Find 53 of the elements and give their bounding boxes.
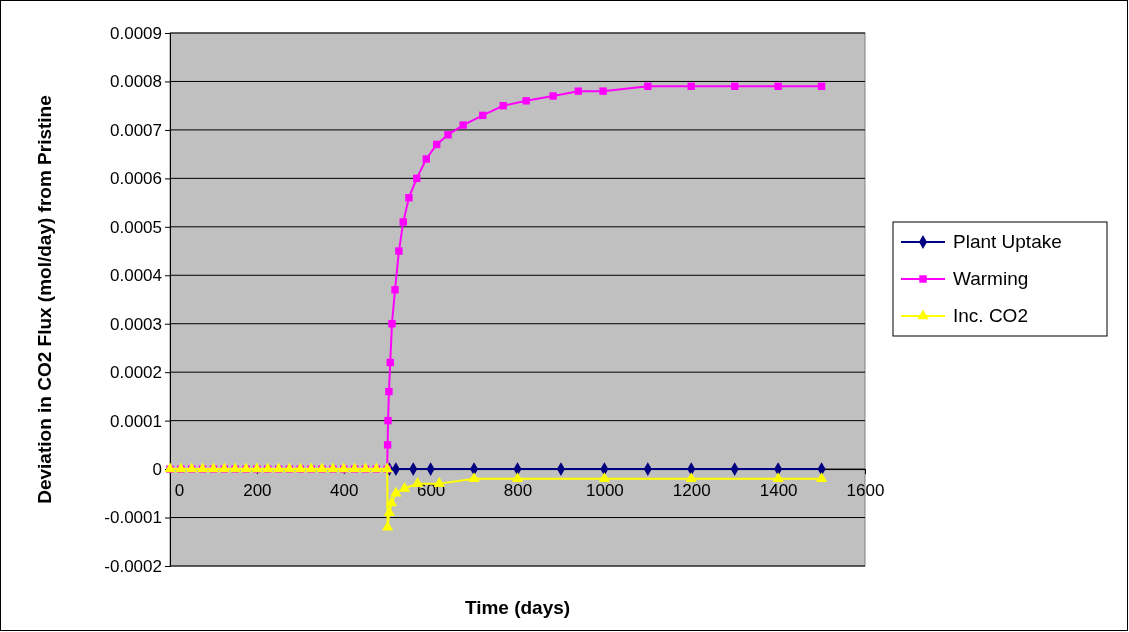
point xyxy=(385,387,393,396)
x-tick-label: 0 xyxy=(174,480,185,500)
point xyxy=(405,194,413,202)
point xyxy=(644,82,652,91)
x-tick-label: 1000 xyxy=(585,480,624,500)
point xyxy=(384,416,392,425)
y-axis-title: Deviation in CO2 Flux (mol/day) from Pristine xyxy=(34,95,55,504)
point xyxy=(422,155,430,163)
y-tick-label: 0.0008 xyxy=(110,72,162,92)
y-tick-label: 0.0006 xyxy=(110,169,162,189)
x-tick-label: 800 xyxy=(503,480,533,500)
point xyxy=(511,472,524,483)
y-tick-label: 0.0009 xyxy=(110,23,162,43)
point xyxy=(599,87,607,95)
x-tick-label: 1600 xyxy=(846,480,885,500)
x-tick-label: 1400 xyxy=(759,480,798,500)
y-tick-label: 0.0004 xyxy=(110,266,162,286)
y-tick-label: 0.0005 xyxy=(110,217,162,237)
point xyxy=(399,218,407,226)
point xyxy=(574,87,583,95)
point xyxy=(395,247,403,255)
point xyxy=(444,131,452,139)
y-tick-label: -0.0002 xyxy=(104,556,162,576)
y-tick-label: 0 xyxy=(152,460,162,480)
point xyxy=(468,472,480,483)
point xyxy=(522,97,530,105)
point xyxy=(388,320,396,328)
y-tick-label: 0.0003 xyxy=(110,314,162,334)
point xyxy=(385,496,398,507)
y-tick-label: 0.0001 xyxy=(110,411,162,431)
x-tick-label: 200 xyxy=(243,480,272,500)
y-tick-label: 0.0007 xyxy=(110,120,162,140)
x-tick-label: 400 xyxy=(330,480,359,500)
x-tick-label: 1200 xyxy=(672,480,711,500)
point xyxy=(391,286,399,294)
point xyxy=(774,82,782,91)
point xyxy=(383,441,392,449)
y-tick-label: 0.0002 xyxy=(110,363,162,383)
legend-label: Warming xyxy=(953,268,1029,289)
point xyxy=(398,481,411,492)
point xyxy=(383,506,395,516)
point xyxy=(499,101,507,110)
legend-label: Plant Uptake xyxy=(953,231,1062,252)
legend-label: Inc. CO2 xyxy=(953,305,1028,326)
point xyxy=(685,472,697,483)
x-axis-title: Time (days) xyxy=(464,597,571,618)
point xyxy=(459,121,467,129)
point xyxy=(772,472,784,483)
y-tick-label: -0.0001 xyxy=(104,508,162,528)
point xyxy=(598,472,611,483)
point xyxy=(549,92,557,100)
point xyxy=(815,472,828,483)
point xyxy=(390,486,402,497)
